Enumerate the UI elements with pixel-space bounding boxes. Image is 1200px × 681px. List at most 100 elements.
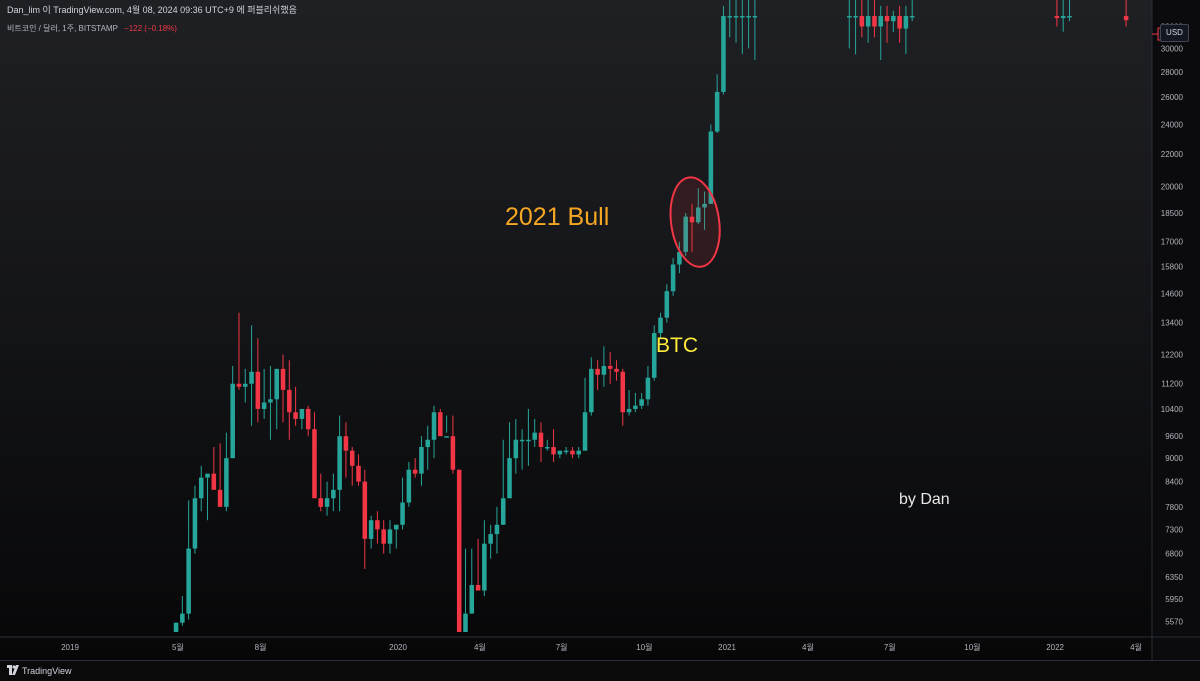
candle-body	[230, 383, 235, 459]
candle-body	[576, 450, 581, 455]
candle	[595, 360, 600, 390]
candle-body	[261, 402, 267, 409]
candle	[400, 477, 405, 530]
candle-body	[438, 412, 443, 437]
price-tick-label: 20000	[1161, 182, 1184, 191]
candlestick-chart: 5570 5950 6350 6800 7300 7800 8400 9000 9600 1040…	[0, 0, 1200, 660]
currency-button[interactable]: USD	[1160, 24, 1189, 42]
price-axis[interactable]: 5570 5950 6350 6800 7300 7800 8400 9000 9600 1040…	[1151, 0, 1200, 660]
candle-body	[545, 447, 550, 449]
candle-body	[884, 16, 890, 22]
candle-body	[872, 16, 877, 27]
candle	[362, 469, 368, 569]
price-tick-label: 5570	[1165, 617, 1183, 626]
candle-body	[1060, 16, 1066, 19]
candle	[211, 447, 217, 490]
candle-body	[513, 439, 519, 459]
candle-body	[903, 16, 909, 29]
price-tick-label: 11200	[1161, 380, 1183, 389]
tradingview-icon	[7, 665, 19, 675]
price-tick-label: 15800	[1161, 263, 1184, 272]
candle	[563, 447, 569, 455]
time-tick-label: 4월	[474, 642, 486, 652]
highlight-circle	[669, 176, 721, 268]
candle	[620, 368, 626, 426]
candle	[482, 520, 487, 597]
publisher-line: Dan_lim 이 TradingView.com, 4월 08, 2024 0…	[7, 5, 297, 15]
price-tick-label: 24000	[1161, 120, 1184, 129]
candle	[601, 346, 607, 387]
candle-body	[708, 131, 714, 204]
price-tick-label: 8400	[1165, 478, 1183, 487]
candle-body	[381, 529, 386, 544]
candle-body	[312, 429, 317, 499]
candle	[847, 0, 852, 49]
candle-body	[456, 469, 462, 632]
candle-body	[909, 16, 915, 18]
time-axis[interactable]: 2019 5월 8월 2020 4월 7월 10월 2021 4월 7월 10월 2022 4월	[0, 636, 1200, 652]
candle-body	[891, 16, 896, 22]
time-tick-label: 5월	[172, 642, 184, 652]
candle	[740, 0, 745, 55]
candle-body	[186, 548, 191, 614]
symbol-name: 비트코인 / 달러, 1주, BITSTAMP	[7, 24, 118, 33]
candle-body	[243, 383, 248, 387]
time-tick-label: 2019	[61, 643, 79, 652]
candle	[324, 481, 330, 516]
candle-body	[211, 473, 217, 490]
candle	[513, 418, 519, 474]
candle	[677, 241, 682, 274]
price-axis-bg	[1152, 0, 1200, 660]
candle-body	[343, 436, 349, 451]
candle	[859, 0, 865, 38]
candle-body	[752, 16, 758, 18]
candle	[450, 415, 456, 474]
footer-bar: TradingView	[0, 660, 1200, 681]
candle-body	[620, 371, 626, 413]
candle	[343, 422, 349, 478]
candle	[589, 357, 594, 416]
candle	[545, 439, 550, 451]
candle	[576, 447, 581, 459]
candle-body	[683, 216, 688, 252]
candle	[519, 429, 525, 470]
price-tick-label: 5950	[1165, 595, 1183, 604]
candle	[727, 0, 732, 38]
time-tick-label: 4월	[1130, 642, 1142, 652]
candle-body	[614, 368, 619, 372]
candle-body	[538, 432, 544, 448]
candle-body	[205, 473, 210, 478]
candle-body	[406, 469, 412, 503]
candle-body	[645, 377, 651, 400]
time-tick-label: 8월	[255, 642, 267, 652]
candle	[865, 0, 871, 43]
candle-body	[865, 16, 871, 27]
candle-body	[651, 333, 657, 378]
candle-body	[331, 489, 336, 499]
candle	[746, 0, 751, 49]
candle	[696, 188, 701, 225]
candle	[268, 365, 273, 440]
candle-body	[217, 489, 223, 507]
time-tick-label: 7월	[556, 642, 568, 652]
tradingview-logo[interactable]: TradingView	[7, 665, 72, 676]
time-tick-label: 2021	[718, 643, 736, 652]
price-tick-label: 12200	[1161, 351, 1184, 360]
candle	[305, 405, 311, 437]
candle	[651, 325, 657, 381]
candle	[425, 425, 430, 470]
candle	[853, 0, 858, 55]
candle-body	[387, 529, 393, 544]
candle-body	[664, 291, 670, 318]
candle-body	[595, 368, 600, 375]
symbol-info[interactable]: 비트코인 / 달러, 1주, BITSTAMP −122 (−0.18%)	[7, 23, 177, 34]
candle	[375, 511, 380, 544]
candle-body	[696, 207, 701, 223]
price-tick-label: 26000	[1161, 93, 1184, 102]
candle	[406, 461, 412, 507]
candle	[607, 351, 613, 384]
candle	[658, 312, 663, 339]
candle-body	[274, 368, 279, 400]
candle	[551, 429, 556, 462]
candle-body	[482, 543, 487, 591]
